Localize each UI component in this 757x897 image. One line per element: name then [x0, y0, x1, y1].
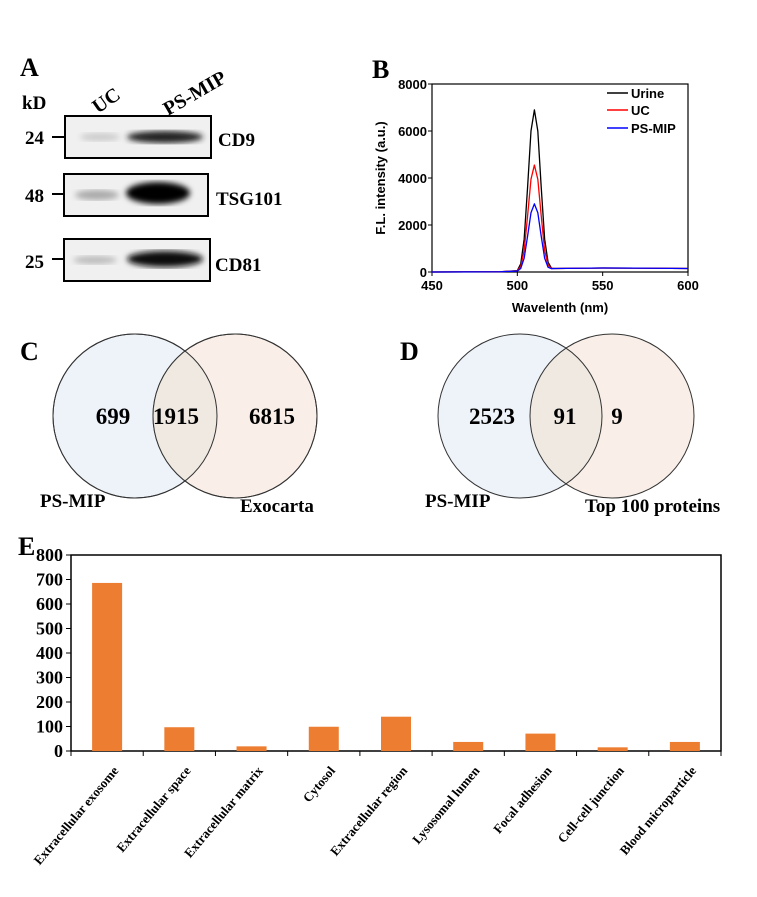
bar: [453, 741, 484, 751]
venn-d-overlap-count: 91: [554, 404, 577, 429]
y-tick-label: 500: [36, 619, 63, 639]
bar: [92, 582, 123, 751]
blot-tsg101: 48 TSG101: [25, 173, 283, 217]
venn-d-right-label: Top 100 proteins: [585, 496, 720, 517]
y-tick-label: 6000: [398, 124, 427, 139]
y-tick-label: 800: [36, 545, 63, 565]
y-tick-label: 400: [36, 643, 63, 663]
protein-cd81: CD81: [215, 255, 261, 276]
x-tick-label: Cell-cell junction: [554, 763, 627, 846]
x-tick-label: Cytosol: [300, 763, 339, 805]
venn-c-overlap-count: 1915: [153, 404, 199, 429]
bar: [308, 726, 339, 751]
y-tick-label: 600: [36, 594, 63, 614]
marker-25: 25: [25, 252, 44, 273]
venn-overlap: [530, 334, 602, 498]
y-tick-label: 4000: [398, 171, 427, 186]
venn-c-left-label: PS-MIP: [40, 491, 106, 512]
legend-ps-mip: PS-MIP: [631, 121, 676, 136]
panel-a-western-blot: A kD UC PS-MIP 24 CD9 48 TSG101 25 CD81: [20, 53, 283, 282]
venn-c-right-label: Exocarta: [240, 496, 314, 517]
panel-label-e: E: [18, 532, 35, 561]
panel-c-venn: C 699 1915 6815 PS-MIP Exocarta: [20, 333, 318, 517]
y-tick-label: 0: [420, 265, 427, 280]
y-tick-label: 700: [36, 570, 63, 590]
x-tick-label: Extracellular region: [327, 763, 411, 859]
panel-label-b: B: [372, 55, 389, 84]
series-line-uc: [431, 164, 689, 273]
y-tick-label: 0: [54, 741, 63, 761]
x-tick-label: 500: [506, 278, 528, 293]
x-tick-label: Extracellular exosome: [30, 763, 121, 867]
marker-48: 48: [25, 186, 44, 207]
bar: [236, 746, 267, 751]
x-axis-label: Wavelenth (nm): [512, 300, 608, 315]
y-tick-label: 300: [36, 668, 63, 688]
panel-d-venn: D 2523 91 9 PS-MIP Top 100 proteins: [400, 333, 720, 517]
venn-d-right-count: 9: [611, 404, 623, 429]
blot-cd9: 24 CD9: [25, 115, 255, 159]
panel-label-d: D: [400, 337, 419, 366]
x-tick-label: 450: [421, 278, 443, 293]
x-tick-label: Extracellular matrix: [181, 763, 266, 861]
y-axis-label: F.L. intensity (a.u.): [373, 121, 388, 234]
series-line-ps-mip: [431, 203, 689, 273]
kd-unit-label: kD: [22, 93, 46, 114]
bar: [597, 747, 628, 751]
bar: [164, 727, 195, 751]
x-tick-label: Blood microparticle: [617, 763, 700, 858]
lane-label-ps-mip: PS-MIP: [160, 67, 231, 120]
lane-label-uc: UC: [88, 84, 124, 119]
marker-24: 24: [25, 128, 45, 149]
protein-cd9: CD9: [218, 130, 255, 151]
venn-c-right-count: 6815: [249, 404, 295, 429]
venn-d-left-count: 2523: [469, 404, 515, 429]
y-tick-label: 100: [36, 717, 63, 737]
protein-tsg101: TSG101: [216, 189, 283, 210]
panel-label-c: C: [20, 337, 39, 366]
legend: Urine UC PS-MIP: [607, 86, 676, 136]
blot-cd81: 25 CD81: [25, 238, 261, 282]
venn-c-left-count: 699: [96, 404, 131, 429]
legend-uc: UC: [631, 103, 650, 118]
legend-urine: Urine: [631, 86, 664, 101]
bar: [669, 741, 700, 751]
venn-overlap: [153, 334, 217, 498]
x-tick-label: Focal adhesion: [490, 763, 555, 837]
bar: [381, 716, 411, 751]
y-tick-label: 2000: [398, 218, 427, 233]
panel-e-bar-chart: E 0 100 200 300 400 500 600 700 800 Extracellular…: [18, 532, 722, 868]
bar: [525, 733, 556, 751]
x-tick-label: 550: [592, 278, 614, 293]
x-tick-label: Lysosomal lumen: [409, 763, 483, 847]
y-tick-label: 8000: [398, 77, 427, 92]
venn-d-left-label: PS-MIP: [425, 491, 491, 512]
panel-label-a: A: [20, 53, 39, 82]
y-tick-label: 200: [36, 692, 63, 712]
x-tick-label: Extracellular space: [113, 763, 193, 855]
x-tick-label: 600: [677, 278, 699, 293]
